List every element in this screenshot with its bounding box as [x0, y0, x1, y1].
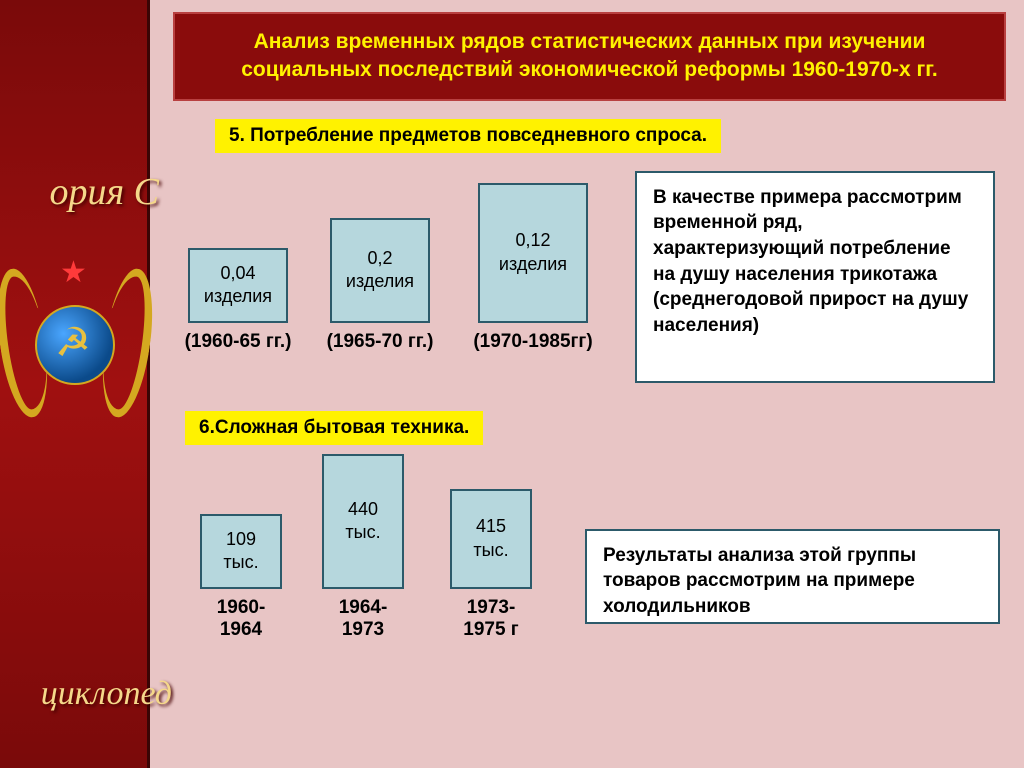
- bar-rect: 0,2изделия: [330, 218, 430, 323]
- sidebar-title-fragment-bottom: циклопед: [41, 675, 172, 713]
- section-5-chart-area: 0,04изделия(1960-65 гг.)0,2изделия(1965-…: [155, 163, 1024, 393]
- bar-value-unit: тыс.: [223, 551, 258, 574]
- chart-bar: 440тыс. 1964-1973: [307, 454, 419, 641]
- section-6-description: Результаты анализа этой группы товаров р…: [585, 529, 1000, 624]
- slide-title: Анализ временных рядов статистических да…: [173, 12, 1006, 101]
- ussr-crest-icon: ★ ☭: [5, 260, 145, 420]
- chart-bar: 109тыс. 1960-1964: [185, 514, 297, 641]
- bar-period-label: 1964-1973: [307, 597, 419, 641]
- bar-value: 440: [348, 498, 378, 521]
- bar-value: 0,2: [367, 247, 392, 270]
- bar-value-unit: тыс.: [345, 521, 380, 544]
- bar-period-label: (1965-70 гг.): [315, 331, 445, 353]
- sidebar-decorative: ория С ★ ☭ циклопед: [0, 0, 150, 768]
- chart-bar: 415тыс. 1973-1975 г: [435, 489, 547, 641]
- bar-rect: 0,04изделия: [188, 248, 288, 323]
- chart-bar: 0,04изделия (1960-65 гг.): [173, 248, 303, 353]
- section-5-bars: 0,04изделия(1960-65 гг.)0,2изделия(1965-…: [155, 163, 625, 393]
- bar-rect: 440тыс.: [322, 454, 404, 589]
- bar-value-unit: изделия: [346, 270, 414, 293]
- section-6-chart-area: 109тыс.1960-1964440тыс.1964-1973415тыс.1…: [155, 449, 1024, 699]
- section-6-header: 6.Сложная бытовая техника.: [185, 411, 483, 445]
- bar-value: 109: [226, 528, 256, 551]
- bar-value: 0,04: [220, 262, 255, 285]
- section-5-header: 5. Потребление предметов повседневного с…: [215, 119, 721, 153]
- bar-value-unit: изделия: [204, 285, 272, 308]
- bar-period-label: (1970-1985гг): [463, 331, 603, 353]
- section-5-description: В качестве примера рассмотрим временной …: [635, 171, 995, 383]
- bar-period-label: 1960-1964: [185, 597, 297, 641]
- slide-title-text: Анализ временных рядов статистических да…: [195, 28, 984, 85]
- bar-value-unit: тыс.: [473, 539, 508, 562]
- chart-bar: 0,12изделия (1970-1985гг): [463, 183, 603, 353]
- bar-value-unit: изделия: [499, 253, 567, 276]
- bar-value: 0,12: [515, 229, 550, 252]
- bar-period-label: 1973-1975 г: [435, 597, 547, 641]
- bar-value: 415: [476, 515, 506, 538]
- bar-period-label: (1960-65 гг.): [173, 331, 303, 353]
- sidebar-title-fragment-top: ория С: [49, 170, 159, 214]
- bar-rect: 415тыс.: [450, 489, 532, 589]
- bar-rect: 109тыс.: [200, 514, 282, 589]
- section-6-bars: 109тыс.1960-1964440тыс.1964-1973415тыс.1…: [155, 449, 585, 699]
- chart-bar: 0,2изделия (1965-70 гг.): [315, 218, 445, 353]
- bar-rect: 0,12изделия: [478, 183, 588, 323]
- main-content: Анализ временных рядов статистических да…: [155, 0, 1024, 768]
